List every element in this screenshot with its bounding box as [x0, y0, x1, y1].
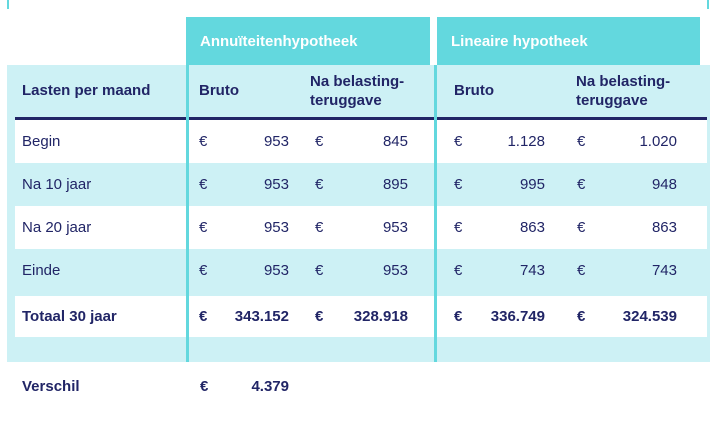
euro-symbol: €	[199, 132, 208, 150]
table-row: Einde € 953 € 953 € 743 € 743	[15, 249, 707, 292]
euro-symbol: €	[454, 175, 463, 193]
table-row: Begin € 953 € 845 € 1.128 € 1.020	[15, 119, 707, 163]
cell-value: 863	[651, 218, 677, 236]
cell-value: 343.152	[234, 308, 289, 325]
cell-value: 324.539	[622, 308, 677, 325]
header-bottom-border	[15, 117, 707, 120]
cell-value: 948	[651, 175, 677, 193]
row-label: Einde	[22, 261, 61, 279]
column-group-divider	[186, 65, 189, 362]
column-group-divider	[434, 65, 437, 362]
cell-value: 743	[519, 261, 545, 279]
column-group-annuiteitenhypotheek: Annuïteitenhypotheek	[186, 17, 430, 65]
euro-symbol: €	[315, 218, 324, 236]
cell-value: 953	[263, 218, 289, 236]
euro-symbol: €	[577, 261, 586, 279]
column-group-lineaire-hypotheek: Lineaire hypotheek	[437, 17, 700, 65]
euro-symbol: €	[199, 261, 208, 279]
cell-value: 995	[519, 175, 545, 193]
euro-symbol: €	[577, 132, 586, 150]
cell-value: 895	[382, 175, 408, 193]
column-header-na-belasting: Na belasting-teruggave	[576, 73, 671, 109]
verschil-value: 4.379	[251, 378, 289, 395]
corner-header: Lasten per maand	[22, 82, 151, 99]
top-left-border-tick	[7, 0, 9, 9]
column-header-bruto: Bruto	[199, 82, 239, 99]
comparison-table: Lasten per maand Bruto Na belasting-teru…	[7, 65, 710, 362]
column-header-na-belasting: Na belasting-teruggave	[310, 73, 405, 109]
euro-symbol: €	[315, 308, 324, 325]
euro-symbol: €	[577, 308, 586, 325]
top-right-border-tick	[707, 0, 709, 9]
cell-value: 336.749	[490, 308, 545, 325]
row-label: Totaal 30 jaar	[22, 308, 117, 325]
cell-value: 953	[263, 261, 289, 279]
cell-value: 953	[382, 261, 408, 279]
euro-symbol: €	[200, 378, 209, 395]
row-label: Na 10 jaar	[22, 175, 92, 193]
euro-symbol: €	[315, 175, 324, 193]
table-row: Na 10 jaar € 953 € 895 € 995 € 948	[15, 163, 707, 206]
euro-symbol: €	[454, 218, 463, 236]
euro-symbol: €	[199, 175, 208, 193]
euro-symbol: €	[577, 218, 586, 236]
cell-value: 863	[519, 218, 545, 236]
cell-value: 1.020	[639, 132, 677, 150]
table-row: Na 20 jaar € 953 € 953 € 863 € 863	[15, 205, 707, 249]
cell-value: 845	[382, 132, 408, 150]
cell-value: 328.918	[353, 308, 408, 325]
row-label: Na 20 jaar	[22, 218, 92, 236]
total-row: Totaal 30 jaar € 343.152 € 328.918 € 336…	[15, 296, 707, 337]
cell-value: 953	[263, 175, 289, 193]
cell-value: 1.128	[507, 132, 545, 150]
euro-symbol: €	[454, 261, 463, 279]
euro-symbol: €	[315, 132, 324, 150]
row-label: Begin	[22, 132, 61, 150]
cell-value: 743	[651, 261, 677, 279]
euro-symbol: €	[199, 218, 208, 236]
verschil-label: Verschil	[22, 378, 80, 395]
euro-symbol: €	[577, 175, 586, 193]
euro-symbol: €	[454, 132, 463, 150]
group-title: Annuïteitenhypotheek	[200, 32, 358, 50]
euro-symbol: €	[454, 308, 463, 325]
euro-symbol: €	[199, 308, 208, 325]
cell-value: 953	[382, 218, 408, 236]
group-title: Lineaire hypotheek	[451, 32, 588, 50]
cell-value: 953	[263, 132, 289, 150]
column-header-bruto: Bruto	[454, 82, 494, 99]
euro-symbol: €	[315, 261, 324, 279]
